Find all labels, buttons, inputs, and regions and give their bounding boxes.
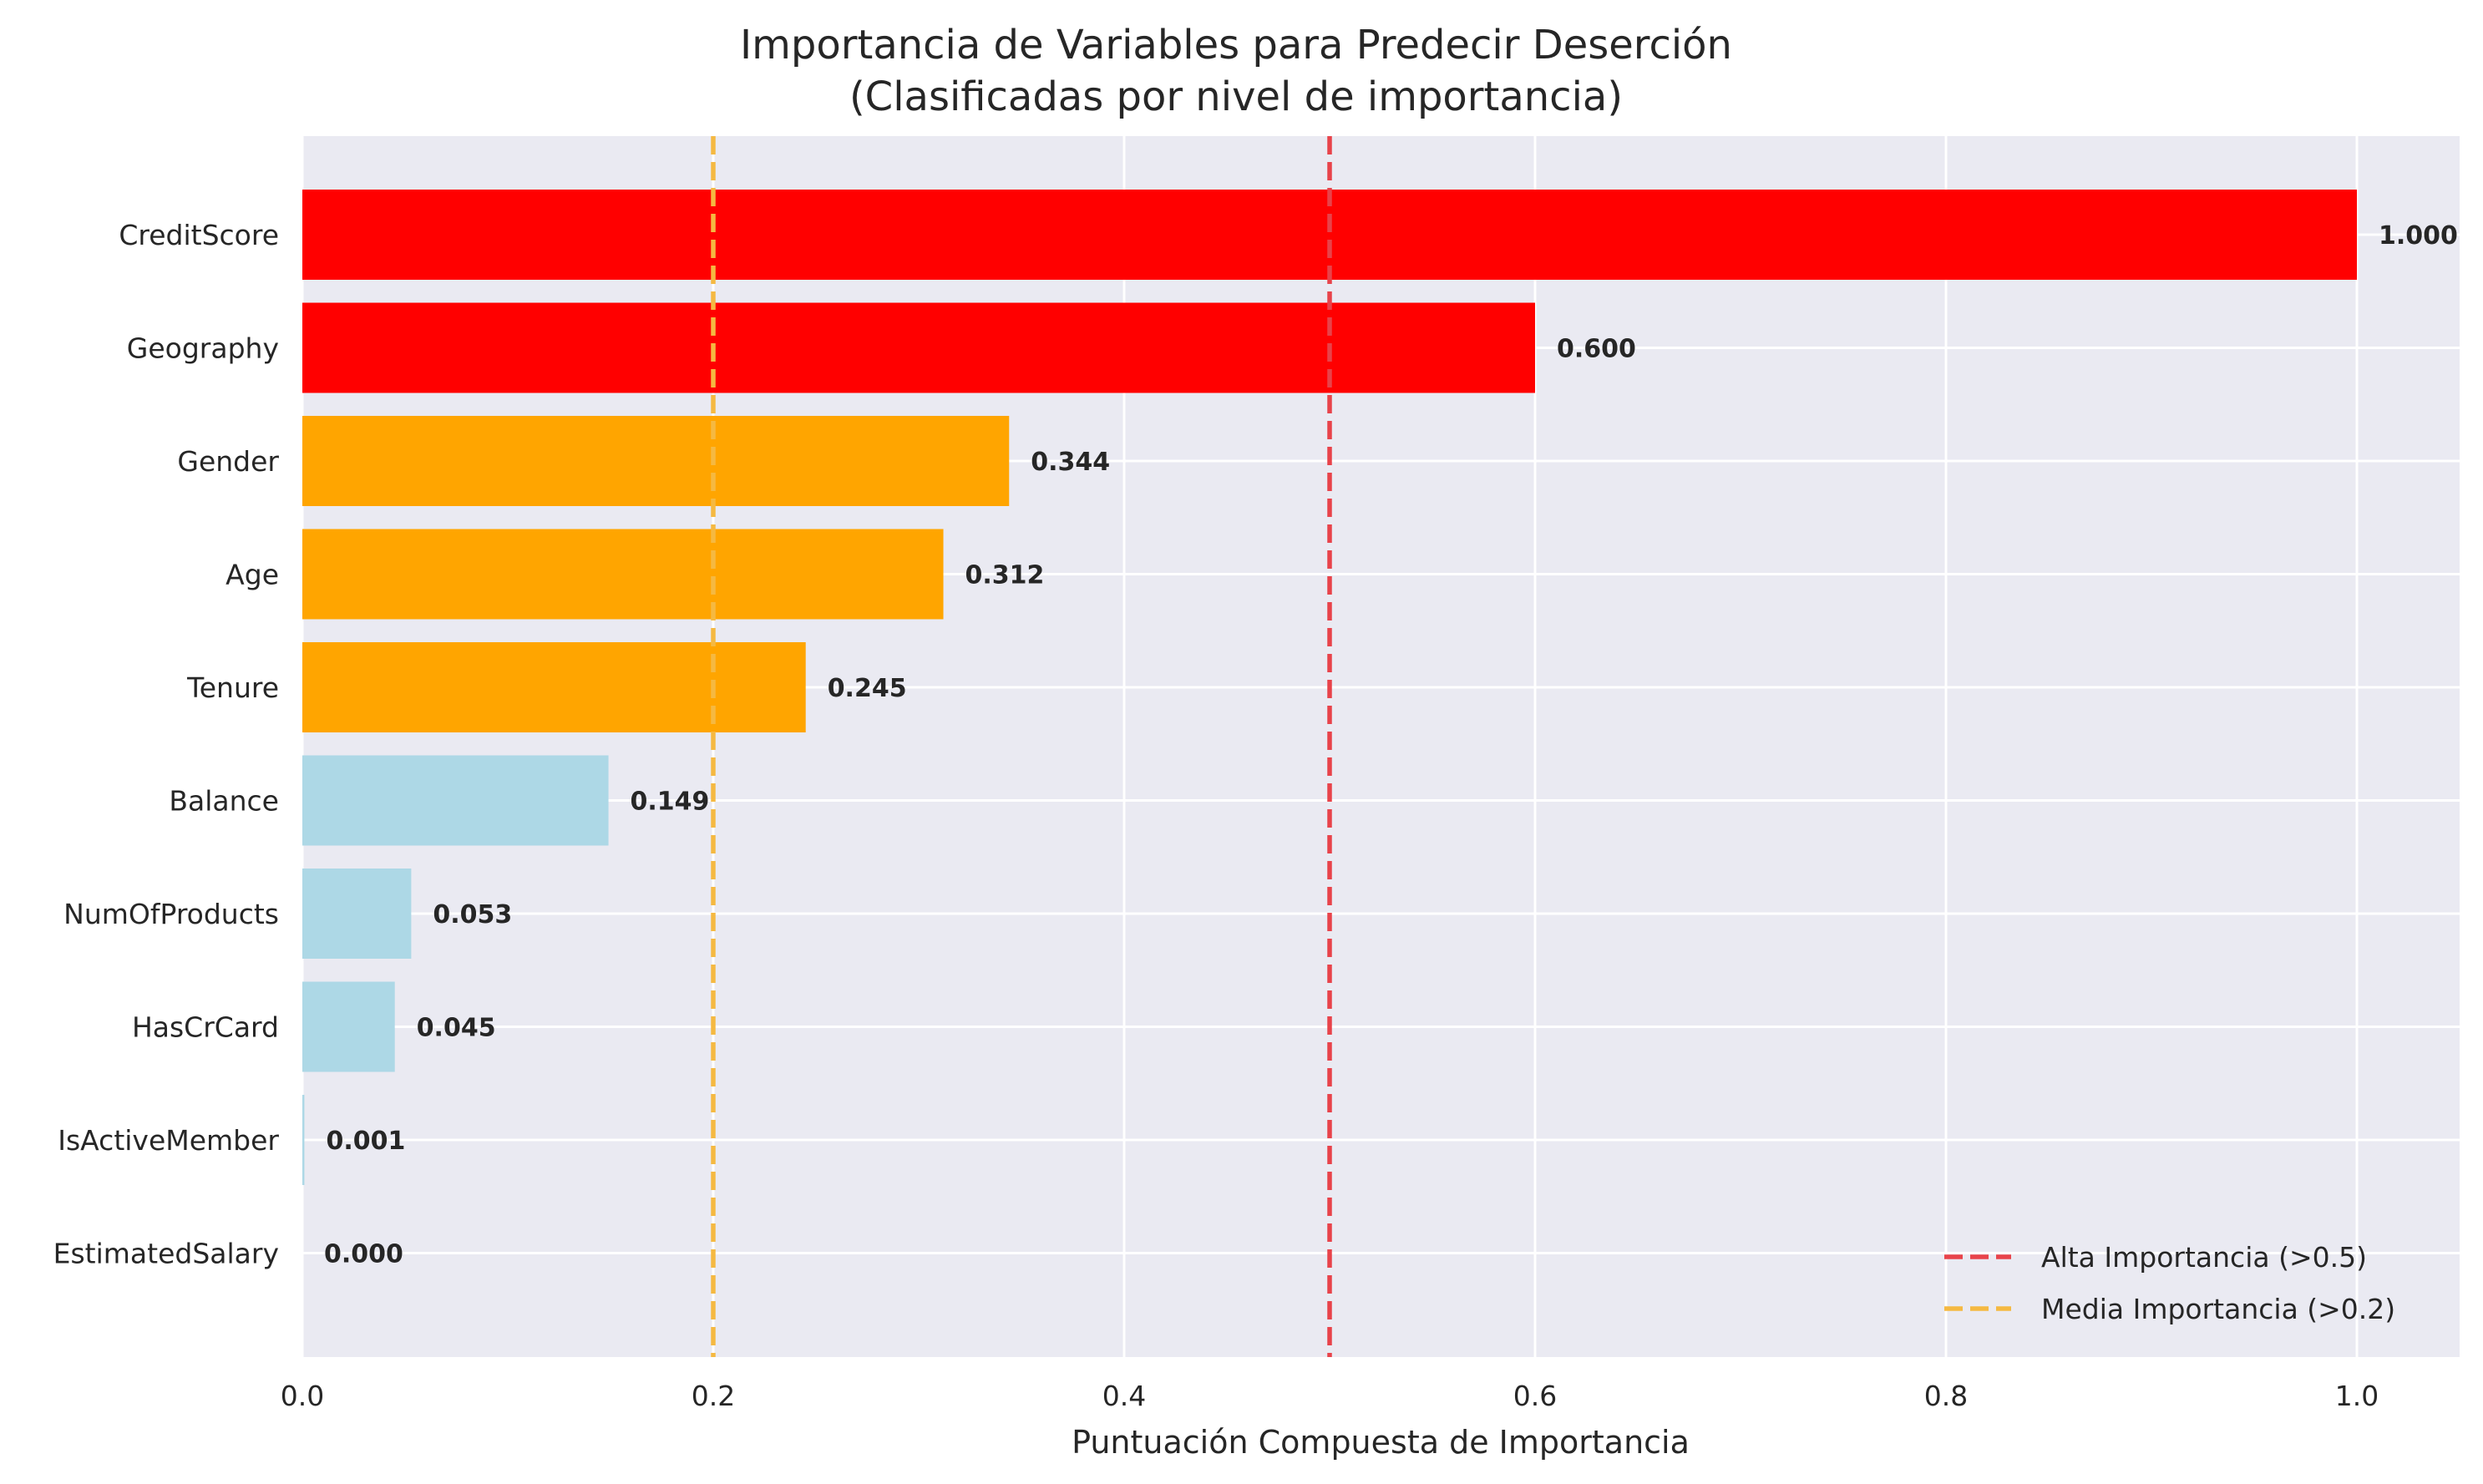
value-label: 0.045 <box>417 1014 496 1043</box>
value-labels: 1.000 0.600 0.344 0.312 0.245 0.149 0.053 0.045… <box>324 221 2458 1269</box>
bar-Age <box>302 529 944 620</box>
y-tick-label: NumOfProducts <box>63 898 279 930</box>
bar-Geography <box>302 302 1535 393</box>
y-tick-label: EstimatedSalary <box>53 1238 279 1270</box>
value-label: 0.245 <box>828 674 907 703</box>
x-tick-label: 1.0 <box>2335 1380 2379 1412</box>
value-label: 0.149 <box>631 788 710 817</box>
y-tick-label: Age <box>225 559 279 591</box>
legend-label: Media Importancia (>0.2) <box>2041 1293 2395 1325</box>
x-axis-label: Puntuación Compuesta de Importancia <box>1072 1424 1690 1461</box>
value-label: 1.000 <box>2379 221 2458 251</box>
y-tick-label: Balance <box>169 785 279 818</box>
legend-label: Alta Importancia (>0.5) <box>2041 1241 2367 1274</box>
chart-title: Importancia de Variables para Predecir D… <box>740 22 1732 68</box>
value-label: 0.001 <box>326 1127 405 1156</box>
x-tick-label: 0.6 <box>1513 1380 1557 1412</box>
x-tick-label: 0.2 <box>692 1380 735 1412</box>
y-tick-labels: CreditScore Geography Gender Age Tenure Balan… <box>53 219 280 1270</box>
y-tick-label: CreditScore <box>119 219 279 251</box>
legend: Alta Importancia (>0.5) Media Importancia… <box>1944 1241 2395 1325</box>
reference-lines <box>711 136 1332 1357</box>
y-tick-label: Tenure <box>186 671 279 704</box>
bar-Tenure <box>302 642 806 732</box>
y-tick-label: Gender <box>177 445 279 478</box>
value-label: 0.344 <box>1031 448 1110 477</box>
value-label: 0.000 <box>324 1240 403 1269</box>
y-tick-label: Geography <box>127 332 279 365</box>
value-label: 0.600 <box>1557 335 1636 364</box>
y-tick-label: HasCrCard <box>132 1011 279 1044</box>
x-tick-labels: 0.0 0.2 0.4 0.6 0.8 1.0 <box>281 1380 2379 1412</box>
bar-Balance <box>302 755 609 846</box>
y-tick-label: IsActiveMember <box>58 1124 279 1157</box>
x-tick-label: 0.4 <box>1102 1380 1146 1412</box>
bar-Gender <box>302 416 1010 506</box>
bar-NumOfProducts <box>302 869 412 959</box>
value-label: 0.312 <box>965 561 1045 590</box>
x-tick-label: 0.0 <box>281 1380 324 1412</box>
bar-HasCrCard <box>302 981 395 1072</box>
x-tick-label: 0.8 <box>1924 1380 1968 1412</box>
chart-subtitle: (Clasificadas por nivel de importancia) <box>849 73 1623 120</box>
value-label: 0.053 <box>433 900 512 929</box>
bar-IsActiveMember <box>302 1095 305 1185</box>
